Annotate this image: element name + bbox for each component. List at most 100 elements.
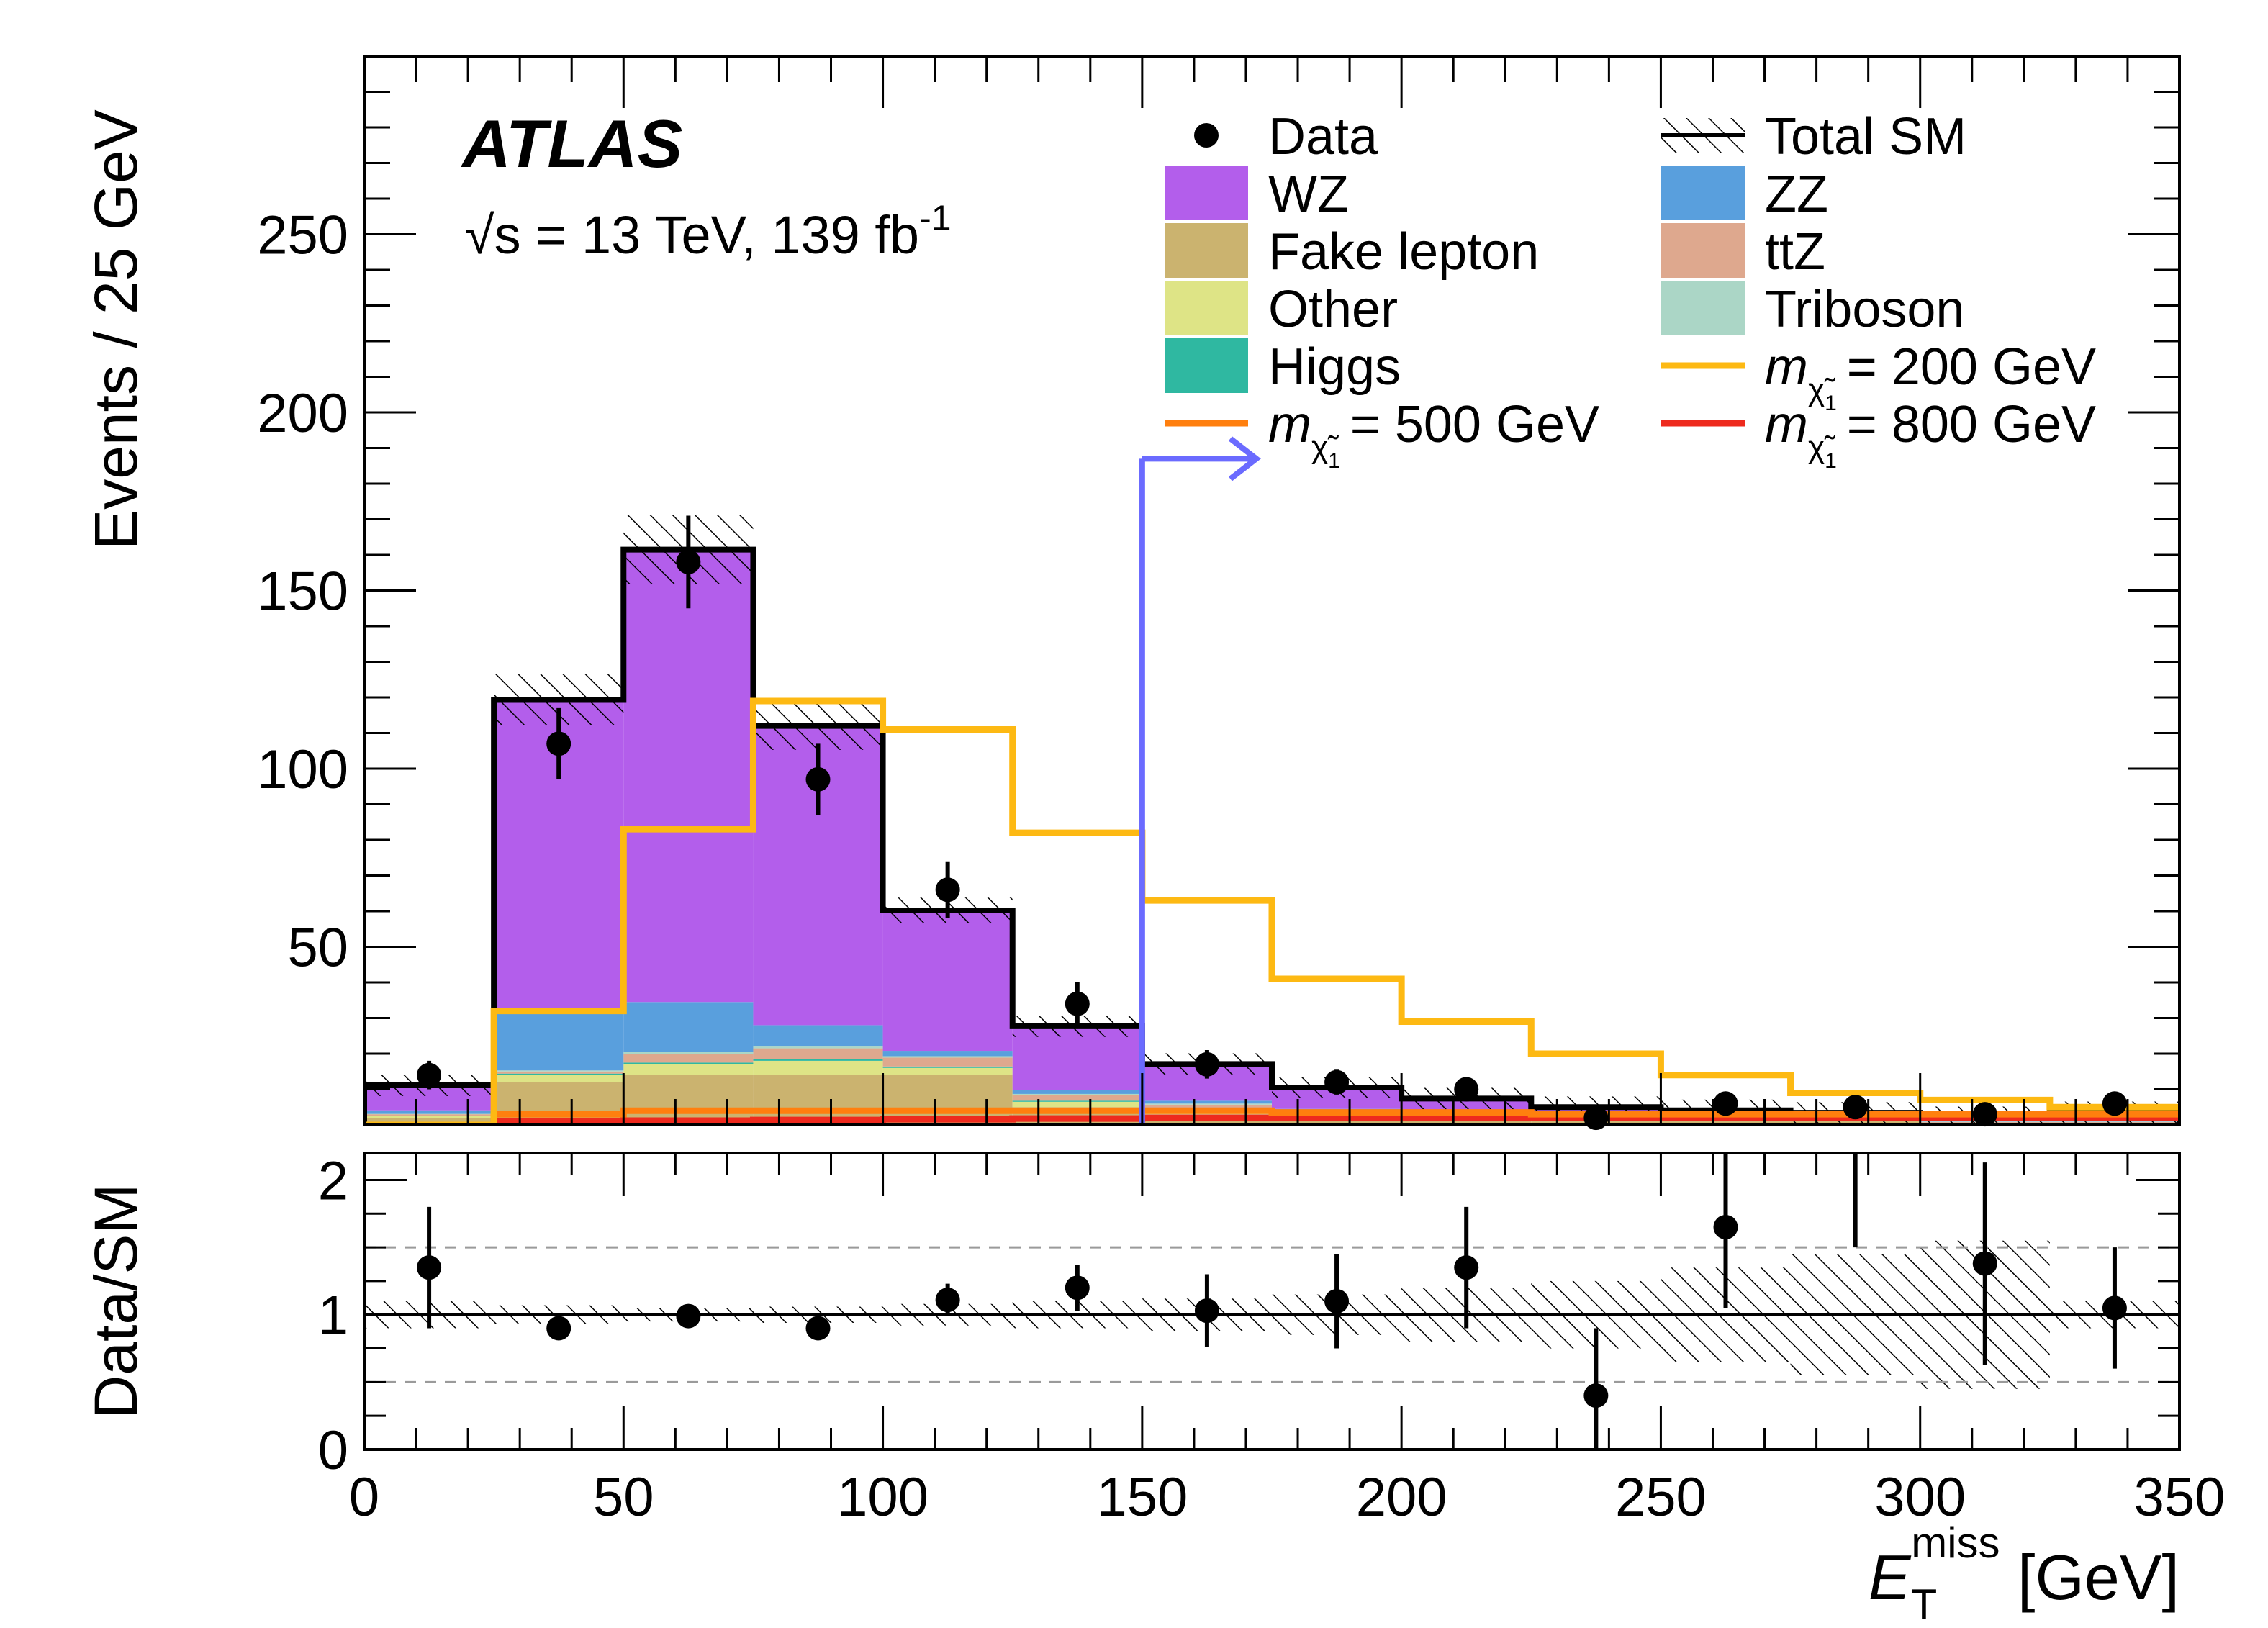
- ratio-point-13: [2102, 1295, 2127, 1321]
- ratio-y-axis-label: Data/SM: [82, 1184, 150, 1419]
- bar-triboson-6: [1142, 1103, 1272, 1105]
- legend-label-fake-lepton-4: Fake lepton: [1268, 223, 1539, 281]
- legend-swatch-higgs-8: [1165, 338, 1248, 393]
- bar-zz-6: [1142, 1100, 1272, 1104]
- main-y-axis-label: Events / 25 GeV: [82, 109, 150, 550]
- ratio-point-0: [417, 1255, 442, 1280]
- ratio-y-tick-label-0: 0: [318, 1420, 348, 1481]
- legend-label-wz-2: WZ: [1268, 166, 1349, 223]
- bar-fake-lepton-2: [623, 1075, 754, 1125]
- signal-line-m-200-gev: [364, 697, 2179, 1125]
- bar-triboson-3: [753, 1046, 883, 1049]
- y-tick-label-50: 50: [287, 918, 348, 979]
- bar-ttz-4: [882, 1057, 1013, 1067]
- bar-fake-lepton-8: [1401, 1119, 1532, 1125]
- bar-ttz-2: [623, 1054, 754, 1063]
- legend: Data Total SM WZ ZZ Fake lepton ttZ Other Tribo…: [1165, 108, 2096, 473]
- bar-zz-0: [364, 1110, 494, 1114]
- ratio-panel-frame: [363, 1152, 2181, 1451]
- x-tick-label-0: 0: [349, 1467, 379, 1528]
- y-tick-label-200: 200: [257, 383, 348, 444]
- legend-label-other-6: Other: [1268, 281, 1398, 338]
- data-point-12: [1972, 1102, 1997, 1127]
- x-tick-label-150: 150: [1096, 1467, 1188, 1528]
- x-tick-label-200: 200: [1356, 1467, 1447, 1528]
- bar-ttz-5: [1012, 1095, 1142, 1101]
- bar-fake-lepton-1: [494, 1082, 624, 1125]
- y-tick-label-100: 100: [257, 739, 348, 800]
- ratio-y-tick-label-1: 1: [318, 1285, 348, 1347]
- data-point-7: [1324, 1069, 1350, 1095]
- x-tick-label-250: 250: [1615, 1467, 1707, 1528]
- ratio-point-2: [676, 1303, 701, 1329]
- arrow-head: [1228, 436, 1261, 481]
- x-tick-label-50: 50: [593, 1467, 654, 1528]
- x-tick-label-100: 100: [837, 1467, 929, 1528]
- data-points: [417, 515, 2127, 1131]
- ratio-data-points: [417, 1153, 2127, 1450]
- legend-swatch-fake-lepton-4: [1165, 223, 1248, 278]
- bar-higgs-1: [494, 1073, 624, 1075]
- y-tick-label-150: 150: [257, 561, 348, 623]
- data-point-0: [417, 1062, 442, 1087]
- bar-triboson-2: [623, 1052, 754, 1054]
- y-tick-label-250: 250: [257, 205, 348, 266]
- x-axis-label: ETmiss [GeV]: [1869, 1519, 2179, 1628]
- ratio-point-8: [1454, 1255, 1479, 1280]
- bar-other-0: [364, 1116, 494, 1118]
- bar-fake-lepton-0: [364, 1118, 494, 1125]
- bar-other-5: [1012, 1101, 1142, 1108]
- bar-fake-lepton-3: [753, 1075, 883, 1125]
- ratio-axis-ticks: 0 1 2 0 50 100 150 200 250 300 350: [318, 1150, 2226, 1528]
- data-point-13: [2102, 1091, 2127, 1116]
- signal-region-arrow: [1139, 436, 1261, 1125]
- data-point-4: [935, 877, 960, 903]
- ratio-point-7: [1324, 1289, 1350, 1313]
- bar-wz-4: [882, 911, 1013, 1052]
- bar-zz-1: [494, 1013, 624, 1071]
- ratio-point-10: [1713, 1215, 1738, 1239]
- bar-triboson-4: [882, 1056, 1013, 1058]
- bar-higgs-3: [753, 1059, 883, 1061]
- ratio-point-5: [1065, 1275, 1090, 1301]
- bar-ttz-0: [364, 1114, 494, 1116]
- bar-higgs-5: [1012, 1100, 1142, 1102]
- ratio-point-3: [805, 1316, 831, 1341]
- bar-other-3: [753, 1060, 883, 1075]
- energy-lumi-label: √s = 13 TeV, 139 fb-1: [465, 198, 952, 265]
- data-point-3: [805, 766, 831, 792]
- legend-label-triboson-7: Triboson: [1765, 281, 1964, 338]
- bar-fake-lepton-10: [1661, 1121, 1791, 1125]
- stacked-backgrounds: [364, 549, 2179, 1125]
- ratio-point-4: [935, 1288, 960, 1313]
- bar-other-4: [882, 1067, 1013, 1075]
- bar-triboson-5: [1012, 1093, 1142, 1095]
- ratio-reference-lines: [364, 1246, 2179, 1383]
- bar-other-1: [494, 1075, 624, 1082]
- data-point-11: [1843, 1095, 1868, 1120]
- legend-swatch-triboson-7: [1661, 281, 1745, 335]
- legend-label-200-gev-9: mχ̃1= 200 GeV: [1765, 338, 2096, 415]
- main-axis-ticks: 50 100 150 200 250: [257, 55, 2181, 1126]
- data-point-1: [546, 731, 571, 756]
- legend-label-800-gev-11: mχ̃1= 800 GeV: [1765, 396, 2096, 473]
- atlas-label: ATLAS: [461, 106, 682, 181]
- ratio-y-tick-label-2: 2: [318, 1150, 348, 1211]
- data-point-2: [676, 549, 701, 574]
- bar-ttz-6: [1142, 1104, 1272, 1111]
- legend-label-ttz-5: ttZ: [1765, 223, 1825, 281]
- bar-wz-2: [623, 549, 754, 1003]
- legend-swatch-other-6: [1165, 281, 1248, 335]
- legend-swatch-zz-3: [1661, 166, 1745, 220]
- bar-zz-3: [753, 1025, 883, 1047]
- bar-higgs-2: [623, 1062, 754, 1064]
- data-point-8: [1454, 1077, 1479, 1102]
- bar-other-2: [623, 1064, 754, 1075]
- legend-marker-data-0: [1194, 123, 1219, 148]
- legend-label-data-0: Data: [1268, 108, 1378, 166]
- legend-label-total-sm-1: Total SM: [1765, 108, 1966, 166]
- ratio-point-12: [1972, 1251, 1997, 1276]
- legend-swatch-wz-2: [1165, 166, 1248, 220]
- data-point-10: [1713, 1091, 1738, 1116]
